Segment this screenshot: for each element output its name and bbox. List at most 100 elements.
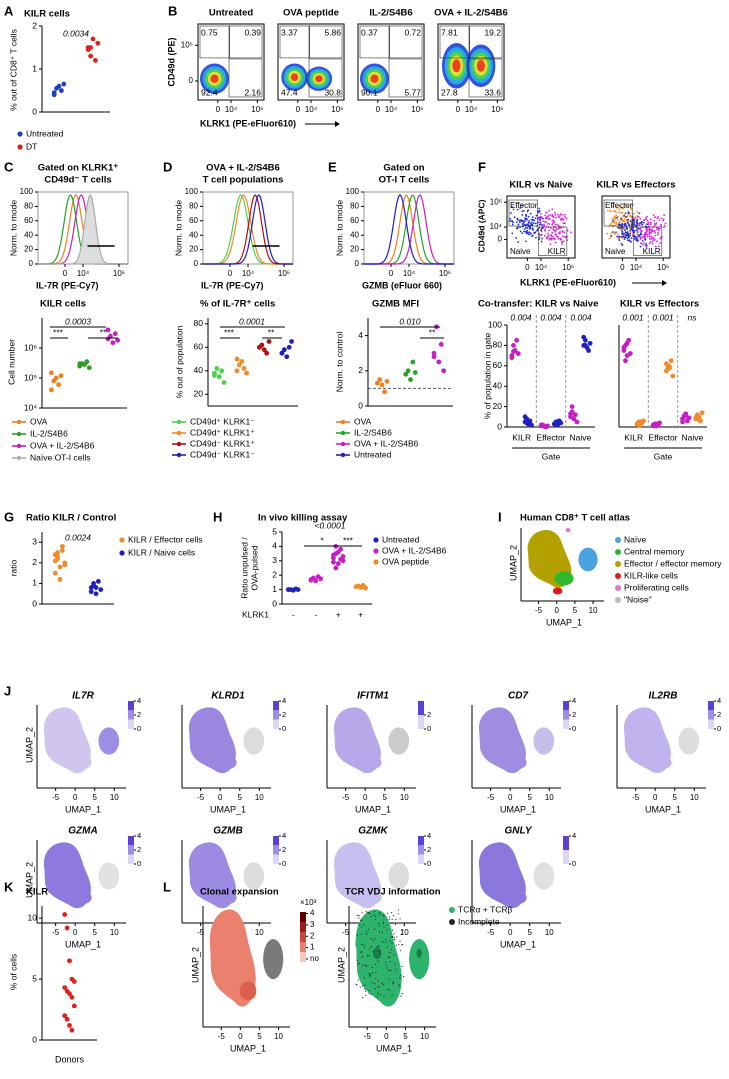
density xyxy=(210,74,219,83)
event xyxy=(654,216,657,219)
event xyxy=(652,214,655,216)
event xyxy=(552,235,555,238)
event xyxy=(559,213,562,215)
plot-title: OVA + IL-2/S4B6 xyxy=(206,163,280,174)
umap-cluster xyxy=(263,939,284,980)
umap-cluster xyxy=(533,862,555,890)
event xyxy=(649,218,652,221)
annotation: *** xyxy=(224,327,235,337)
event xyxy=(400,995,402,997)
y-tick-label: 1 xyxy=(32,578,37,588)
event xyxy=(640,221,643,224)
event xyxy=(539,234,542,237)
plot-subtitle: CD49d⁻ T cells xyxy=(44,175,111,186)
event xyxy=(630,207,632,209)
event xyxy=(650,231,652,234)
event xyxy=(650,238,653,240)
x-tick-label: 5 xyxy=(403,1032,408,1041)
event xyxy=(606,232,609,235)
gate xyxy=(388,58,423,98)
x-tick-label: 0 xyxy=(525,263,530,272)
data-point xyxy=(627,351,633,356)
color-scale xyxy=(708,719,714,729)
event xyxy=(552,216,555,218)
histogram-curve xyxy=(203,194,293,265)
quadrant-value: 19.2 xyxy=(484,27,501,37)
event xyxy=(551,208,554,211)
event xyxy=(532,222,535,225)
event xyxy=(657,229,660,231)
event xyxy=(624,212,627,215)
event xyxy=(370,938,372,940)
data-point xyxy=(379,382,385,388)
color-scale xyxy=(128,845,134,855)
legend-marker xyxy=(373,537,379,543)
data-point xyxy=(236,362,242,368)
event xyxy=(659,237,662,240)
quadrant-value: 92.4 xyxy=(201,87,218,97)
event xyxy=(627,218,630,221)
event xyxy=(554,211,557,214)
event xyxy=(378,986,380,988)
y-tick-label: 10⁶ xyxy=(490,197,502,206)
umap-cluster xyxy=(509,891,527,904)
event xyxy=(562,240,565,243)
scale-label: 4 xyxy=(572,696,576,705)
event xyxy=(399,918,401,920)
legend-marker xyxy=(176,452,182,458)
event xyxy=(644,218,647,221)
x-tick-label: -5 xyxy=(197,793,205,802)
legend-label: Incomplete xyxy=(458,916,500,926)
x-axis-label: Gate xyxy=(654,451,673,461)
event xyxy=(612,202,615,205)
color-scale xyxy=(128,719,134,729)
legend-marker xyxy=(176,419,182,425)
event xyxy=(633,223,636,226)
event xyxy=(522,209,525,212)
event xyxy=(636,219,638,221)
event xyxy=(528,231,531,234)
data-point xyxy=(48,370,54,376)
data-point xyxy=(529,422,534,428)
event xyxy=(543,223,545,226)
umap-cluster xyxy=(43,842,91,909)
x-axis-label: KLRK1 (PE-eFluor610) xyxy=(200,118,296,128)
data-point xyxy=(331,552,336,558)
legend-label: KILR / Effector cells xyxy=(128,534,202,544)
scale-label: 0 xyxy=(137,859,141,868)
y-tick-label: 5 xyxy=(272,526,277,536)
event xyxy=(630,240,633,243)
data-point xyxy=(438,342,444,347)
y-tick-label: 0 xyxy=(498,235,503,244)
data-point xyxy=(212,373,217,378)
event xyxy=(555,228,558,231)
x-axis-label: UMAP_1 xyxy=(65,804,101,814)
event xyxy=(615,214,618,217)
event xyxy=(616,218,619,221)
x-tick-label: 5 xyxy=(93,928,98,937)
panel-letter: B xyxy=(168,3,177,18)
event xyxy=(648,235,651,238)
scale-label: 0 xyxy=(282,724,286,733)
event xyxy=(538,227,540,229)
event xyxy=(637,235,640,238)
x-tick-label: -5 xyxy=(364,1032,372,1041)
data-point xyxy=(377,377,383,382)
x-tick-label: 0 xyxy=(228,269,233,278)
event xyxy=(376,996,379,998)
event xyxy=(535,214,538,217)
x-tick-label: 0 xyxy=(384,1032,389,1041)
y-tick-label: 0 xyxy=(358,400,363,410)
panel-letter: F xyxy=(478,159,486,174)
event xyxy=(357,979,359,981)
legend-label: KILR / Naive cells xyxy=(128,547,195,557)
x-tick-label: 10 xyxy=(545,793,554,802)
event xyxy=(391,929,394,931)
event xyxy=(361,951,363,953)
event xyxy=(618,235,620,238)
event xyxy=(541,237,544,240)
y-tick-label: 20 xyxy=(194,389,204,399)
event xyxy=(563,231,566,234)
event xyxy=(363,976,365,979)
data-point xyxy=(241,366,247,371)
